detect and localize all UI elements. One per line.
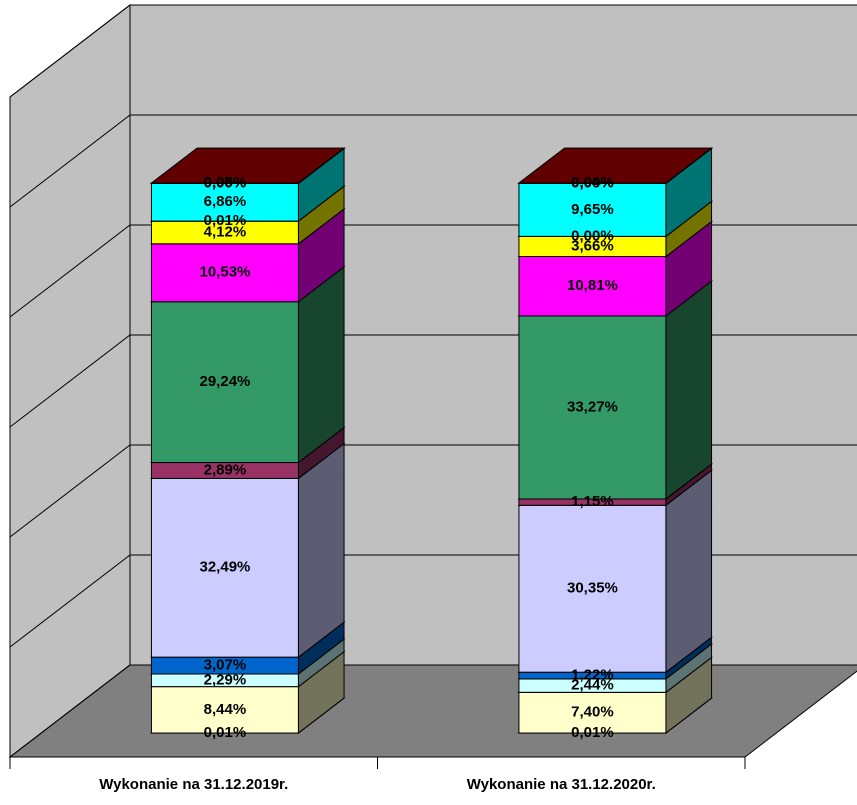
data-label: 1,15% xyxy=(571,493,614,510)
x-tick-label: Wykonanie na 31.12.2019r. xyxy=(99,776,288,793)
data-label: 9,65% xyxy=(571,201,614,218)
bar-segment xyxy=(518,315,667,500)
bar-segment xyxy=(150,301,299,464)
bar-segment xyxy=(518,691,667,734)
data-label: 3,07% xyxy=(204,657,247,674)
data-label: 10,81% xyxy=(567,277,618,294)
bar-side xyxy=(665,279,713,500)
data-label: 0,01% xyxy=(204,212,247,229)
bar-segment xyxy=(518,504,667,673)
data-label: 10,53% xyxy=(200,264,251,281)
data-label: 0,01% xyxy=(204,724,247,741)
data-label: 32,49% xyxy=(200,559,251,576)
x-tick-label: Wykonanie na 31.12.2020r. xyxy=(467,776,656,793)
data-label: 2,44% xyxy=(571,677,614,694)
bar-top xyxy=(517,147,714,184)
data-label: 6,86% xyxy=(204,193,247,210)
data-label: 0,00% xyxy=(571,174,614,191)
data-label: 0,04% xyxy=(571,174,614,191)
floor xyxy=(8,664,857,758)
data-label: 4,12% xyxy=(204,223,247,240)
data-label: 0,00% xyxy=(571,227,614,244)
data-label: 0,00% xyxy=(204,174,247,191)
bar-top xyxy=(149,147,346,184)
data-label: 0,05% xyxy=(204,174,247,191)
grid-line xyxy=(9,114,857,208)
data-label: 2,29% xyxy=(204,671,247,688)
bar-segment xyxy=(518,182,667,237)
data-label: 33,27% xyxy=(567,398,618,415)
bar-side xyxy=(297,442,345,659)
grid-line xyxy=(9,4,857,98)
data-label: 2,89% xyxy=(204,461,247,478)
data-label: 1,22% xyxy=(571,667,614,684)
data-label: 3,66% xyxy=(571,237,614,254)
data-label: 30,35% xyxy=(567,580,618,597)
bar-segment xyxy=(150,182,299,222)
data-label: 29,24% xyxy=(200,373,251,390)
data-label: 7,40% xyxy=(571,704,614,721)
data-label: 0,01% xyxy=(571,724,614,741)
data-label: 8,44% xyxy=(204,701,247,718)
bar-segment xyxy=(518,256,667,317)
